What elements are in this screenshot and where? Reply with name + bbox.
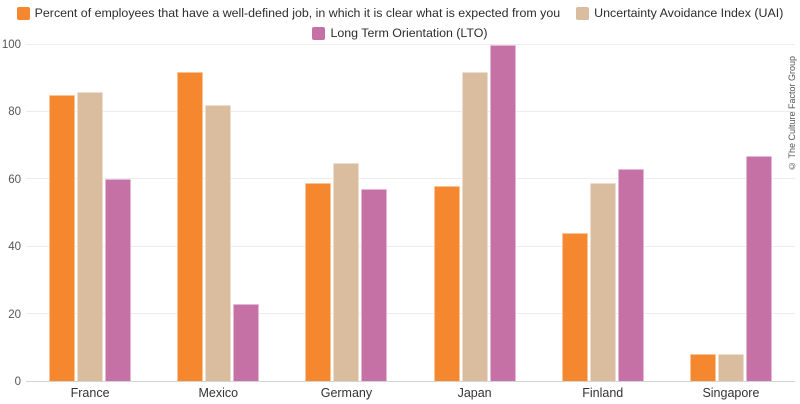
bar-germany-series-3 — [361, 189, 388, 381]
gridline — [26, 178, 795, 180]
copyright-watermark: © The Culture Factor Group — [785, 28, 799, 198]
bar-finland-series-3 — [617, 169, 644, 381]
bar-france-series-1 — [49, 95, 76, 381]
bar-france-series-2 — [77, 92, 104, 381]
legend-row-1: Percent of employees that have a well-de… — [0, 3, 800, 23]
y-tick-label: 60 — [8, 173, 21, 186]
legend-label: Uncertainty Avoidance Index (UAI) — [594, 6, 784, 20]
y-tick-label: 80 — [8, 106, 21, 119]
legend-label: Long Term Orientation (LTO) — [330, 26, 488, 40]
legend-item-uncertainty-avoidance-index-ua[interactable]: Uncertainty Avoidance Index (UAI) — [576, 6, 783, 20]
bar-group-singapore: Singapore — [667, 45, 795, 400]
y-tick-label: 40 — [8, 241, 21, 254]
gridline — [26, 245, 795, 247]
bar-group-mexico: Mexico — [154, 45, 282, 400]
bar-group-germany: Germany — [282, 45, 410, 400]
legend: Percent of employees that have a well-de… — [0, 3, 800, 43]
legend-row-2: Long Term Orientation (LTO) — [0, 23, 800, 43]
bar-singapore-series-2 — [717, 354, 744, 381]
bar-group-japan: Japan — [411, 45, 539, 400]
gridline — [26, 312, 795, 314]
legend-swatch-icon — [312, 26, 326, 40]
x-axis-label-singapore: Singapore — [702, 386, 760, 400]
legend-item-long-term-orientation-lto[interactable]: Long Term Orientation (LTO) — [312, 26, 488, 40]
plot-area: France Mexico Germany Japan Finland Singapore — [26, 44, 795, 400]
bar-japan-series-2 — [461, 71, 488, 381]
x-axis-label-france: France — [70, 386, 110, 400]
bar-singapore-series-1 — [689, 354, 716, 381]
bar-group-france: France — [26, 45, 154, 400]
bar-germany-series-2 — [333, 162, 360, 381]
y-tick-label: 20 — [8, 308, 21, 321]
bar-mexico-series-1 — [177, 71, 204, 381]
x-axis-label-finland: Finland — [582, 386, 624, 400]
y-axis: 0 20 40 60 80 100 — [0, 39, 21, 388]
bar-germany-series-1 — [305, 182, 332, 381]
y-tick-label: 0 — [14, 376, 21, 388]
legend-label: Percent of employees that have a well-de… — [34, 6, 561, 20]
bar-finland-series-1 — [561, 233, 588, 381]
bar-japan-series-3 — [489, 45, 516, 381]
legend-item-percent-of-employees-that-have[interactable]: Percent of employees that have a well-de… — [16, 6, 561, 20]
legend-swatch-icon — [576, 6, 590, 20]
gridline — [26, 44, 795, 45]
bar-finland-series-2 — [589, 182, 616, 381]
x-axis-label-germany: Germany — [320, 386, 373, 400]
x-axis-label-japan: Japan — [457, 386, 492, 400]
y-tick-label: 100 — [1, 39, 21, 51]
bar-france-series-3 — [105, 179, 132, 381]
bar-mexico-series-3 — [233, 303, 260, 381]
x-axis-label-mexico: Mexico — [198, 386, 239, 400]
bar-groups: France Mexico Germany Japan Finland Singapore — [26, 45, 795, 400]
bar-mexico-series-2 — [205, 105, 232, 381]
bar-japan-series-1 — [433, 186, 460, 381]
gridline — [26, 111, 795, 113]
legend-swatch-icon — [16, 6, 30, 20]
copyright-text: © The Culture Factor Group — [787, 55, 797, 171]
bar-singapore-series-3 — [745, 155, 772, 381]
bar-group-finland: Finland — [539, 45, 667, 400]
